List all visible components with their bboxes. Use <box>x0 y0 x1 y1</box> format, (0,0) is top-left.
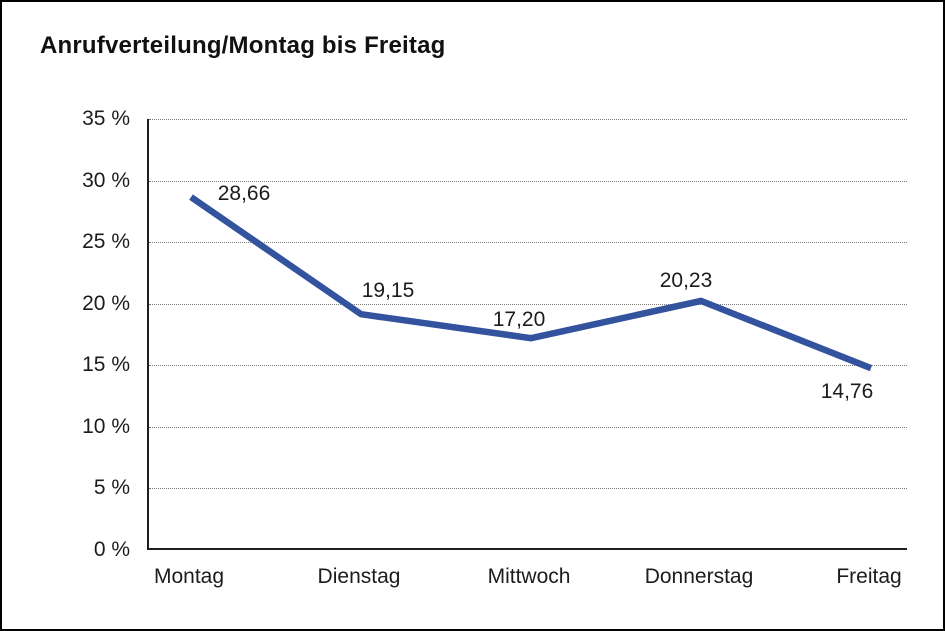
chart-title: Anrufverteilung/Montag bis Freitag <box>40 32 446 59</box>
x-axis-category-label: Donnerstag <box>644 565 754 588</box>
x-axis-category-label: Dienstag <box>317 565 401 588</box>
gridline <box>149 426 907 428</box>
x-axis-category-label: Mittwoch <box>487 565 571 588</box>
chart-line-svg <box>189 194 873 372</box>
gridline <box>149 119 907 120</box>
y-axis-tick-label: 20 % <box>82 291 130 315</box>
data-label: 14,76 <box>820 380 874 404</box>
series-line <box>189 194 873 372</box>
data-label: 28,66 <box>217 182 271 206</box>
gridline <box>149 488 907 490</box>
gridline <box>149 303 907 305</box>
x-axis-category-label: Montag <box>153 565 225 588</box>
y-axis-tick-label: 0 % <box>93 538 130 561</box>
x-axis-category-label: Freitag <box>836 565 902 588</box>
y-axis-tick-label: 10 % <box>82 414 130 438</box>
data-label: 17,20 <box>492 308 546 332</box>
y-axis-tick-label: 30 % <box>82 168 130 192</box>
data-label: 19,15 <box>361 279 415 303</box>
plot-area: 28,66 19,15 17,20 20,23 14,76 <box>147 119 907 550</box>
gridline <box>149 180 907 182</box>
y-axis-tick-label: 15 % <box>82 353 130 377</box>
y-axis-tick-label: 25 % <box>82 230 130 254</box>
y-axis-tick-label: 5 % <box>93 476 130 500</box>
data-label: 20,23 <box>659 268 713 292</box>
gridline <box>149 242 907 244</box>
gridline <box>149 365 907 367</box>
y-axis-tick-label: 35 % <box>82 107 130 130</box>
